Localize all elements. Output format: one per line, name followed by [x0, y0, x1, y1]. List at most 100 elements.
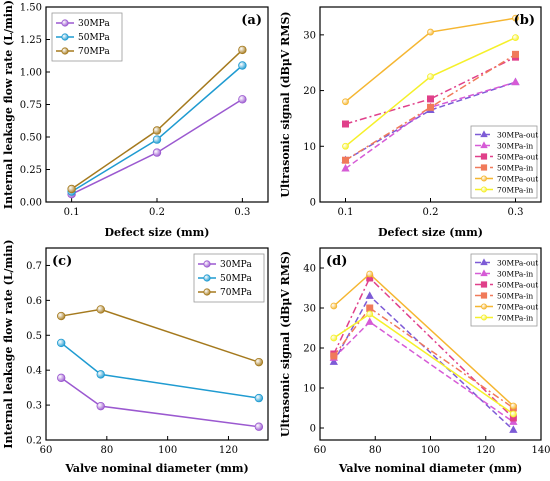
data-point — [365, 291, 374, 299]
legend-label: 70MPa-in — [497, 314, 533, 323]
series-50MPa — [57, 338, 264, 403]
plot-frame — [45, 247, 269, 441]
series-line — [60, 342, 259, 399]
series-30MPa — [57, 373, 264, 431]
series-line — [333, 313, 514, 415]
x-tick-label: 0.3 — [508, 207, 524, 218]
y-tick-label: 0.6 — [26, 296, 42, 307]
legend-marker — [480, 153, 488, 160]
legend: 30MPa 50MPa 70MPa — [193, 253, 265, 303]
x-tick-label: 80 — [100, 445, 113, 456]
legend-marker — [480, 303, 487, 310]
data-point — [365, 317, 374, 325]
legend-marker — [61, 33, 69, 41]
legend-label: 30MPa-out — [497, 259, 538, 268]
data-point — [330, 302, 338, 310]
panel-a: 0.00 0.25 0.50 0.75 1.00 1.25 1.50 0.1 0.2 0.3 Def… — [2, 0, 269, 239]
legend-label: 70MPa-out — [497, 303, 538, 312]
legend-label: 50MPa-out — [497, 281, 538, 290]
panel-label: (c) — [52, 254, 72, 269]
x-tick-label: 140 — [531, 445, 550, 456]
y-axis-title: Internal leakage flow rate (L/min) — [2, 239, 15, 448]
x-tick-label: 0.1 — [338, 207, 354, 218]
panel-b: 0 10 20 30 0.1 0.2 0.3 Defect size (mm) Ultrason… — [279, 6, 542, 239]
series-line — [345, 56, 516, 125]
x-axis-title: Valve nominal diameter (mm) — [64, 462, 248, 475]
legend-marker — [203, 288, 211, 296]
y-axis-title: Ultrasonic signal (dBμV RMS) — [279, 251, 292, 437]
legend-marker — [203, 260, 211, 268]
y-tick-label: 1.50 — [20, 3, 42, 14]
y-tick-label: 0.75 — [20, 100, 42, 111]
data-point — [96, 305, 105, 314]
data-point — [509, 402, 517, 410]
legend-marker — [480, 292, 488, 299]
legend: 30MPa 50MPa 70MPa — [51, 12, 123, 62]
y-tick-label: 0.2 — [26, 436, 42, 447]
y-tick-label: 1.00 — [20, 68, 42, 79]
data-point — [238, 61, 247, 70]
legend-marker — [480, 258, 488, 266]
data-point — [342, 120, 349, 128]
y-tick-label: 0.50 — [20, 133, 42, 144]
y-tick-label: 0.7 — [26, 261, 42, 272]
legend-marker — [480, 269, 488, 277]
data-point — [427, 95, 434, 103]
x-tick-label: 100 — [421, 445, 440, 456]
y-tick-label: 10 — [303, 142, 316, 153]
data-point — [511, 77, 520, 86]
data-point — [427, 73, 434, 81]
data-point — [342, 142, 349, 150]
legend-label: 50MPa-out — [497, 153, 538, 162]
series-30MPa — [67, 95, 247, 199]
data-point — [342, 98, 349, 106]
x-tick-label: 80 — [369, 445, 382, 456]
legend: 30MPa-out 30MPa-in 50MPa-out 50MPa-in 70MPa-… — [470, 253, 538, 327]
x-tick-label: 0.2 — [149, 207, 165, 218]
legend-label: 70MPa-out — [497, 175, 538, 184]
legend-label: 30MPa-out — [497, 131, 538, 140]
data-point — [254, 393, 264, 403]
series-line — [71, 98, 243, 195]
legend-box — [470, 253, 538, 327]
series-70MPa-out — [342, 14, 519, 106]
legend-marker — [480, 164, 488, 171]
data-point — [366, 304, 374, 312]
data-point — [330, 334, 338, 342]
series-line — [333, 306, 514, 409]
legend-label: 70MPa-in — [497, 186, 533, 195]
data-point — [57, 338, 66, 348]
x-tick-label: 60 — [314, 445, 327, 456]
x-tick-label: 0.3 — [234, 207, 250, 218]
legend-box — [470, 125, 538, 199]
y-tick-label: 0 — [310, 424, 316, 435]
panel-label: (b) — [514, 13, 535, 28]
data-point — [427, 103, 434, 111]
x-tick-label: 0.1 — [64, 207, 80, 218]
data-point — [512, 14, 519, 22]
series-line — [60, 377, 259, 428]
data-point — [152, 135, 162, 144]
y-tick-label: 20 — [303, 86, 316, 97]
x-tick-label: 60 — [40, 445, 53, 456]
legend-label: 30MPa-in — [497, 270, 533, 279]
legend-label: 30MPa — [220, 260, 252, 270]
series-line — [333, 321, 514, 423]
data-point — [57, 373, 66, 383]
legend-label: 30MPa-in — [497, 142, 533, 151]
series-70MPa-out — [330, 270, 517, 410]
data-point — [509, 410, 517, 418]
legend-label: 50MPa-in — [497, 292, 533, 301]
series-70MPa — [57, 305, 264, 367]
legend: 30MPa-out 30MPa-in 50MPa-out 50MPa-in 70MPa-… — [470, 125, 538, 199]
data-point — [512, 34, 519, 42]
x-tick-label: 120 — [476, 445, 495, 456]
data-point — [152, 126, 162, 135]
legend-marker — [61, 47, 69, 55]
panel-label: (d) — [326, 254, 347, 269]
y-tick-label: 0.4 — [26, 366, 42, 377]
legend-marker — [480, 141, 488, 149]
legend-label: 70MPa — [220, 288, 252, 298]
legend-marker — [480, 186, 487, 193]
panel-c: 0.2 0.3 0.4 0.5 0.6 0.7 60 80 100 120 Valve nomina… — [2, 239, 269, 475]
